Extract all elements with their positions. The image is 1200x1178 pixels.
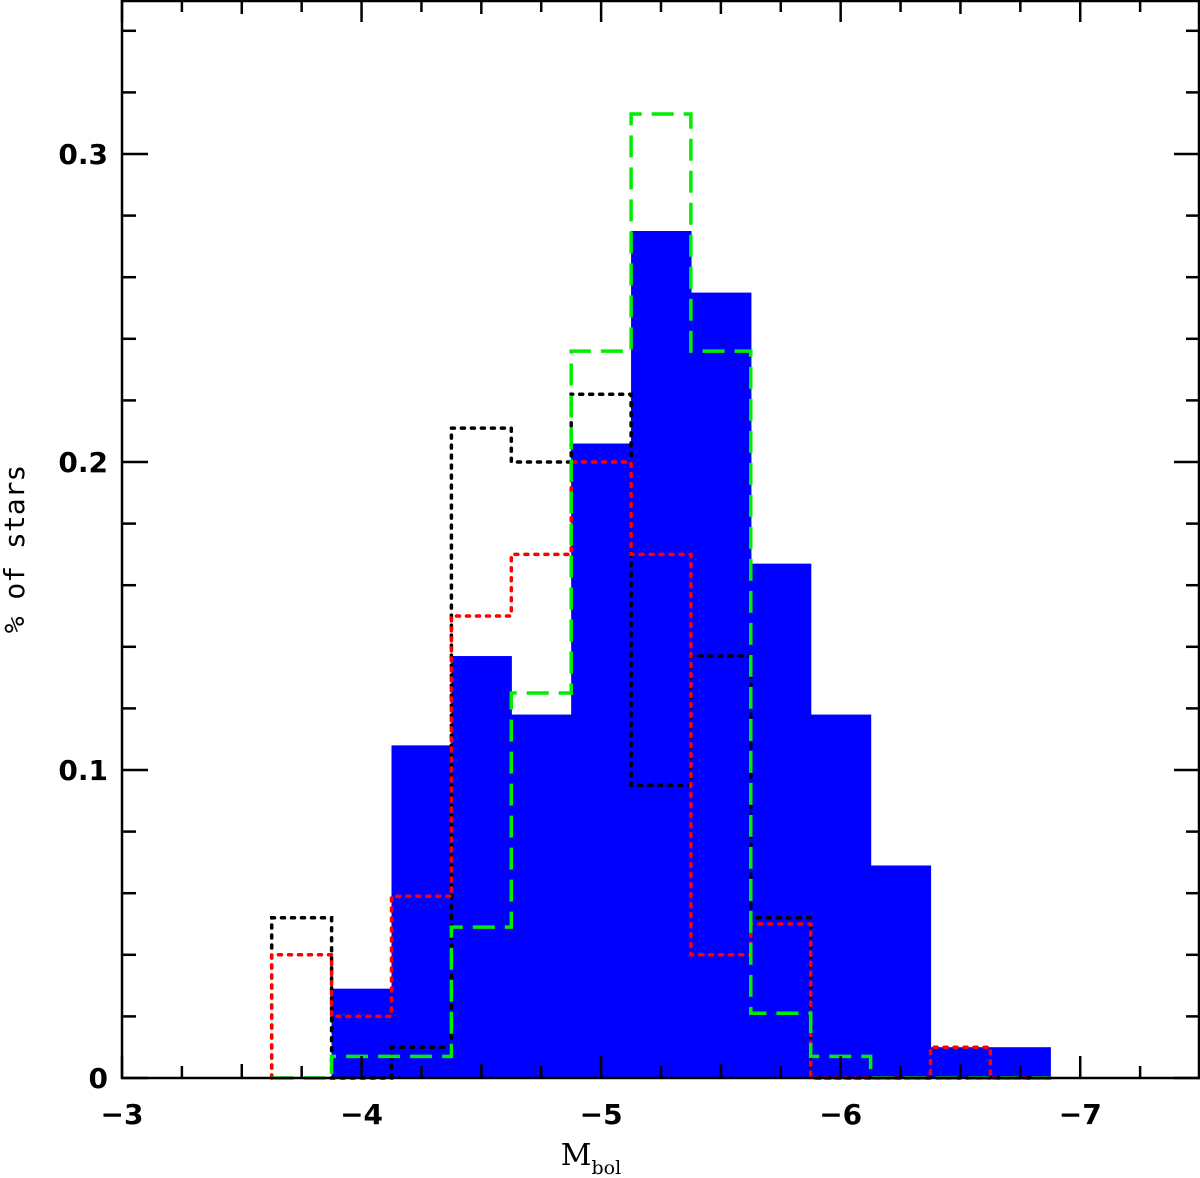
y-axis: 0 0.1 0.2 0.3 — [58, 29, 1200, 1095]
x-tick-label: −7 — [1059, 1098, 1102, 1131]
x-axis-label-main: M — [561, 1138, 592, 1173]
histogram-bar — [870, 865, 932, 1078]
x-axis-label-subscript: bol — [592, 1157, 622, 1178]
y-tick-label: 0.1 — [58, 754, 108, 787]
histogram-bar — [810, 714, 872, 1078]
histogram-step-line — [269, 460, 1053, 1080]
series-dotted-2 — [269, 460, 1053, 1080]
y-axis-label: % of stars — [0, 465, 31, 634]
histogram-bar — [631, 231, 692, 1078]
histogram-step-line — [271, 112, 1051, 1080]
series-dashed-3 — [271, 112, 1051, 1080]
histogram-bar — [451, 656, 512, 1078]
histogram-bar — [571, 443, 632, 1078]
histogram-bar — [750, 563, 812, 1078]
histogram-bar — [690, 292, 752, 1079]
x-axis-label: Mbol — [561, 1138, 621, 1178]
y-tick-label: 0.2 — [58, 446, 108, 479]
x-tick-label: −5 — [580, 1098, 623, 1131]
y-tick-label: 0.3 — [58, 138, 108, 171]
histogram-bar — [511, 714, 572, 1078]
x-tick-label: −6 — [819, 1098, 862, 1131]
series-filled-0 — [331, 231, 1051, 1079]
x-tick-label: −4 — [340, 1098, 383, 1131]
plot-frame — [120, 0, 1200, 1080]
y-tick-label: 0 — [89, 1062, 108, 1095]
x-tick-label: −3 — [101, 1098, 144, 1131]
histogram-bar — [391, 745, 452, 1078]
plot-area — [269, 112, 1053, 1080]
